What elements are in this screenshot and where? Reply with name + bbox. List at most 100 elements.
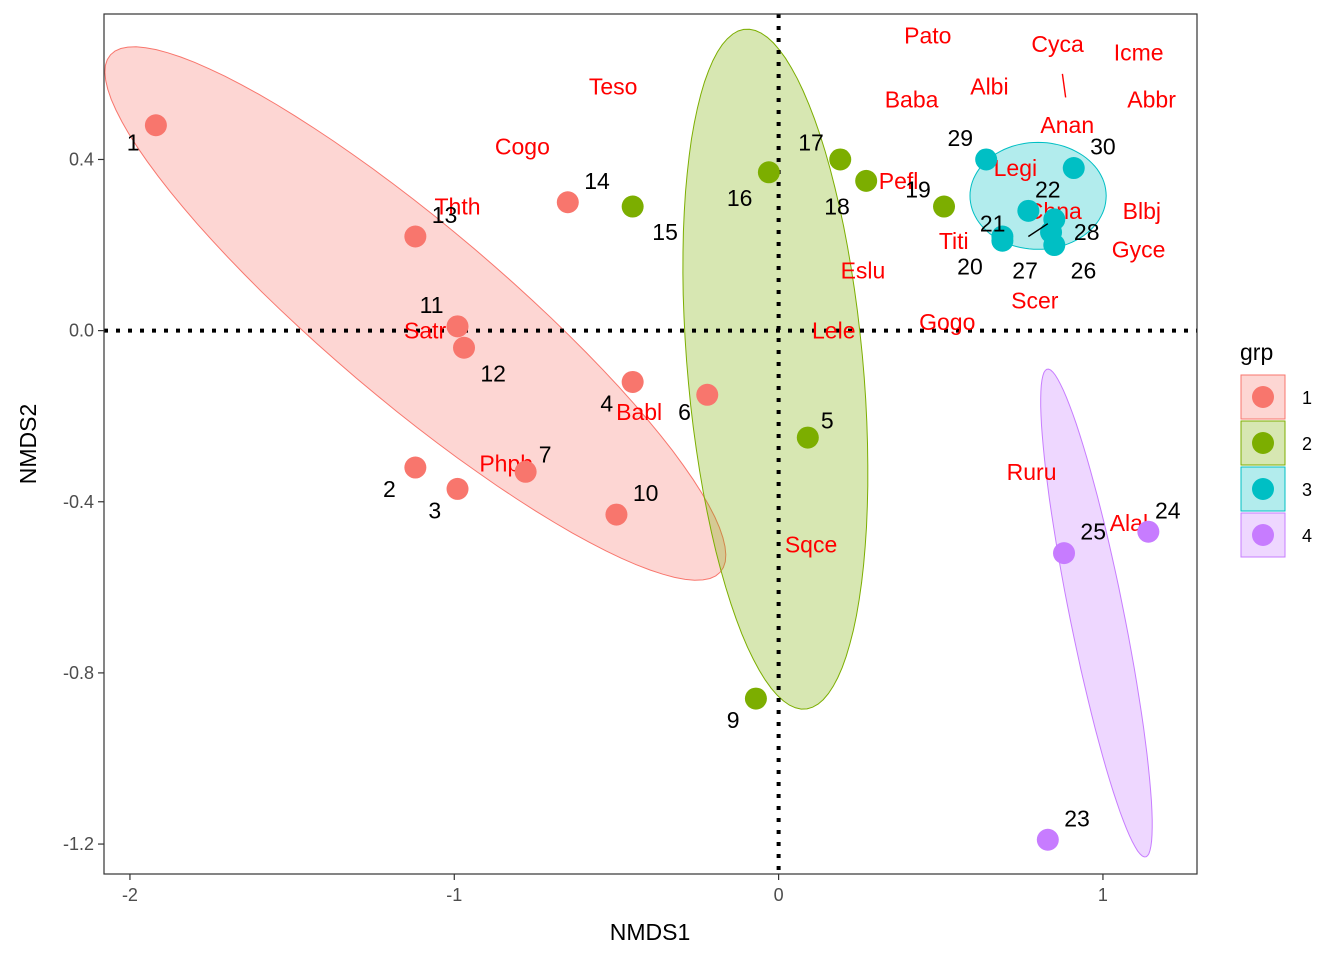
species-label-legi: Legi (994, 155, 1037, 181)
site-label-26: 26 (1071, 258, 1097, 284)
site-label-6: 6 (678, 399, 691, 425)
site-point-12 (453, 336, 476, 359)
legend-point-grp-2 (1252, 432, 1274, 454)
site-points (144, 114, 1160, 851)
species-leader-line (1061, 73, 1067, 98)
site-point-30 (1062, 157, 1085, 180)
species-label-blbj: Blbj (1123, 198, 1161, 224)
site-label-9: 9 (727, 707, 740, 733)
y-tick-label: -1.2 (63, 834, 94, 854)
site-label-28: 28 (1074, 219, 1100, 245)
confidence-ellipse-grp-2 (682, 28, 869, 710)
site-point-9 (744, 687, 767, 710)
site-point-15 (621, 195, 644, 218)
site-point-14 (556, 191, 579, 214)
site-point-19 (933, 195, 956, 218)
species-label-thth: Thth (435, 194, 481, 220)
x-tick-label: -2 (122, 885, 138, 905)
site-label-16: 16 (727, 185, 753, 211)
site-point-16 (757, 161, 780, 184)
site-point-11 (446, 315, 469, 338)
panel-background (104, 14, 1197, 874)
species-label-albi: Albi (970, 74, 1008, 100)
site-label-20: 20 (957, 253, 983, 279)
species-label-babl: Babl (616, 399, 662, 425)
species-label-baba: Baba (885, 87, 939, 113)
legend-label-grp-1: 1 (1302, 388, 1312, 408)
site-point-6 (696, 383, 719, 406)
site-label-21: 21 (980, 211, 1006, 237)
species-label-cogo: Cogo (495, 134, 550, 160)
site-label-25: 25 (1080, 519, 1106, 545)
site-point-28 (1043, 208, 1066, 231)
species-label-scer: Scer (1011, 288, 1059, 314)
species-label-pato: Pato (904, 22, 951, 48)
species-label-gyce: Gyce (1112, 236, 1166, 262)
ellipse-layer (104, 28, 1153, 858)
species-label-abbr: Abbr (1127, 87, 1176, 113)
site-point-22 (1017, 199, 1040, 222)
site-label-10: 10 (633, 480, 659, 506)
site-label-18: 18 (824, 194, 850, 220)
y-tick-label: -0.8 (63, 663, 94, 683)
site-label-24: 24 (1155, 497, 1181, 523)
y-tick-label: -0.4 (63, 492, 94, 512)
confidence-ellipse-grp-4 (1040, 368, 1153, 858)
site-point-4 (621, 370, 644, 393)
site-label-14: 14 (584, 168, 610, 194)
site-label-3: 3 (428, 497, 441, 523)
y-tick-label: 0.4 (69, 149, 94, 169)
site-point-17 (829, 148, 852, 171)
species-label-lele: Lele (812, 318, 855, 344)
site-point-10 (605, 503, 628, 526)
legend-label-grp-2: 2 (1302, 434, 1312, 454)
site-label-12: 12 (480, 360, 506, 386)
x-tick-label: 1 (1098, 885, 1108, 905)
species-label-pefl: Pefl (879, 168, 919, 194)
species-label-teso: Teso (589, 74, 638, 100)
site-point-5 (796, 426, 819, 449)
species-label-icme: Icme (1114, 40, 1164, 66)
species-label-anan: Anan (1040, 112, 1094, 138)
x-axis-title: NMDS1 (610, 919, 691, 945)
site-label-22: 22 (1035, 176, 1061, 202)
site-label-4: 4 (600, 390, 613, 416)
site-label-17: 17 (798, 129, 824, 155)
site-point-3 (446, 477, 469, 500)
species-labels: Pato Cyca Icme Teso Albi Baba Abbr Anan Cogo Legi… (404, 22, 1176, 557)
legend-label-grp-3: 3 (1302, 480, 1312, 500)
y-axis-title: NMDS2 (15, 404, 41, 485)
site-label-2: 2 (383, 476, 396, 502)
site-point-2 (404, 456, 427, 479)
site-point-21 (991, 225, 1014, 248)
x-tick-label: 0 (774, 885, 784, 905)
site-label-27: 27 (1012, 258, 1038, 284)
site-label-30: 30 (1090, 134, 1116, 160)
site-label-29: 29 (947, 125, 973, 151)
site-point-29 (975, 148, 998, 171)
x-tick-label: -1 (446, 885, 462, 905)
site-point-25 (1053, 542, 1076, 565)
species-label-ruru: Ruru (1007, 459, 1057, 485)
site-label-5: 5 (821, 407, 834, 433)
panel-border (103, 13, 1198, 875)
axes: -2 -1 0 1 0.4 0.0 -0.4 -0.8 -1.2 (63, 149, 1108, 905)
site-point-1 (144, 114, 167, 137)
site-label-11: 11 (420, 292, 444, 318)
confidence-ellipse-grp-1 (104, 46, 727, 581)
site-point-13 (404, 225, 427, 248)
species-label-titi: Titi (939, 228, 969, 254)
site-labels: 1234567910111213141516171819202122232425… (127, 125, 1181, 831)
species-label-sqce: Sqce (785, 532, 837, 558)
site-point-24 (1137, 520, 1160, 543)
species-label-gogo: Gogo (919, 309, 975, 335)
legend-point-grp-3 (1252, 478, 1274, 500)
species-label-eslu: Eslu (841, 258, 886, 284)
site-label-23: 23 (1064, 805, 1090, 831)
legend: grp 1 2 3 4 (1240, 339, 1312, 558)
site-label-13: 13 (432, 202, 458, 228)
species-label-satr: Satr (404, 318, 447, 344)
legend-label-grp-4: 4 (1302, 526, 1312, 546)
